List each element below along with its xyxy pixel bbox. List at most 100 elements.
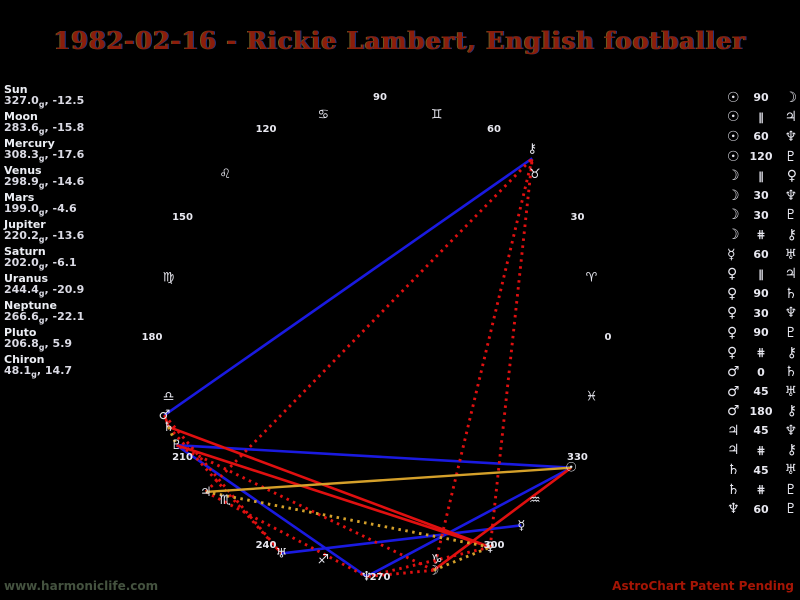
planet2-glyph-icon: ♇ [784,207,797,224]
aspect-value: 30 [753,208,769,222]
aspect-row: ♃ 45 ♆ [727,421,797,441]
aspect-value: ⋕ [756,346,766,360]
planet-positions-panel: Sun 327.0g, -12.5 Moon 283.6g, -15.8 Mercury… [4,84,84,381]
planet2-glyph-icon: ♃ [784,266,797,283]
planet2-glyph-icon: ♅ [784,246,797,263]
aspect-value: ∥ [758,110,764,124]
aspect-line-sun-moon [432,466,572,572]
planet-glyph-icon-neptune: ♆ [361,570,373,585]
planet-coordinates: 308.3g, -17.6 [4,148,85,164]
aspect-row: ♂ 45 ♅ [727,382,797,402]
zodiac-sign-icon-taurus: ♉ [529,167,541,182]
planet-coordinates: 327.0g, -12.5 [4,94,85,110]
planet1-glyph-icon: ☉ [727,89,740,106]
website-link[interactable]: www.harmoniclife.com [4,579,159,593]
tick-label-270: 270 [370,572,391,583]
planet-glyph-icon-moon: ☽ [428,563,440,578]
zodiac-sign-icon-sagittarius: ♐ [318,553,330,568]
planet-glyph-icon-mars: ♂ [159,408,171,423]
planet2-glyph-icon: ♆ [784,187,797,204]
planet-name: Mercury [4,137,55,150]
aspect-row: ☉ ∥ ♃ [727,108,797,128]
planet-coordinates: 283.6g, -15.8 [4,121,85,137]
zodiac-sign-icon-aries: ♈ [586,270,598,285]
aspect-value: 45 [753,385,769,399]
planet1-glyph-icon: ♀ [727,266,738,283]
zodiac-sign-icon-leo: ♌ [219,167,231,182]
aspect-row: ☉ 60 ♆ [727,127,797,147]
zodiac-sign-icon-scorpio: ♏ [219,493,231,508]
aspect-value: ∥ [758,267,764,281]
planet1-glyph-icon: ♂ [727,364,740,381]
planet1-glyph-icon: ♃ [727,422,740,439]
aspect-line-jupiter-neptune [205,490,368,578]
planet-coordinates: 266.6g, -22.1 [4,310,85,326]
tick-label-90: 90 [373,92,387,103]
planet-coordinates: 244.4g, -20.9 [4,283,85,299]
zodiac-sign-icon-libra: ♎ [163,390,175,405]
tick-label-0: 0 [605,332,612,343]
planet-glyph-icon-pluto: ♇ [171,438,183,453]
aspect-line-sun-neptune [365,466,572,578]
aspect-row: ♄ ⋕ ♇ [727,480,797,500]
aspect-value: 0 [757,365,765,379]
planet-name: Jupiter [4,218,46,231]
planet-name: Venus [4,164,42,177]
tick-label-30: 30 [570,212,584,223]
planet-coordinates: 199.0g, -4.6 [4,202,77,218]
planet2-glyph-icon: ♇ [784,148,797,165]
planet1-glyph-icon: ☽ [727,168,740,185]
aspect-row: ♂ 180 ⚷ [727,402,797,422]
planet1-glyph-icon: ♀ [727,285,738,302]
page-title: 1982-02-16 - Rickie Lambert, English foo… [53,26,747,55]
aspect-line-mars-chiron [163,157,534,417]
aspect-value: 90 [753,287,769,301]
planet-name: Sun [4,83,28,96]
aspect-line-venus-saturn [168,425,491,549]
planet2-glyph-icon: ♃ [784,109,797,126]
planet-coordinates: 48.1g, 14.7 [4,364,73,380]
planet2-glyph-icon: ♇ [784,501,797,518]
aspect-line-sun-pluto [176,443,572,470]
aspect-row: ♀ 30 ♆ [727,304,797,324]
aspect-row: ♂ 0 ♄ [727,362,797,382]
aspect-line-moon-pluto [175,443,435,572]
planet1-glyph-icon: ☉ [727,109,740,126]
tick-label-180: 180 [142,332,163,343]
aspect-row: ♀ 90 ♇ [727,323,797,343]
patent-pending-label: AstroChart Patent Pending [612,579,794,593]
tick-label-120: 120 [256,124,277,135]
planet2-glyph-icon: ⚷ [786,403,797,420]
aspect-line-moon-chiron [432,158,534,571]
aspect-line-moon-neptune [366,568,434,579]
planet-name: Chiron [4,353,45,366]
planet1-glyph-icon: ♂ [727,383,740,400]
planet-coordinates: 202.0g, -6.1 [4,256,77,272]
aspect-value: 90 [753,91,769,105]
planet1-glyph-icon: ♄ [727,462,740,479]
aspect-value: 60 [753,502,769,516]
aspect-value: 45 [753,424,769,438]
planet1-glyph-icon: ♃ [727,442,740,459]
aspect-line-jupiter-chiron [204,157,534,493]
planet-coordinates: 220.2g, -13.6 [4,229,85,245]
tick-label-60: 60 [487,124,501,135]
planet2-glyph-icon: ⚷ [786,226,797,243]
planet-coordinates: 206.8g, 5.9 [4,337,73,353]
planet1-glyph-icon: ♀ [727,344,738,361]
planet-name: Mars [4,191,35,204]
planet-name: Neptune [4,299,57,312]
aspect-line-mercury-uranus [281,524,522,555]
aspect-list-panel: ☉ 90 ☽ ☉ ∥ ♃ ☉ 60 ♆ ☉ 120 ♇ ☽ ∥ ♀ ☽ 30 ♆ ☽ 30 ♇ ☽ ⋕ ⚷ ☿ 60 ♅ ♀ ∥ ♃ ♀ 90… [727,88,797,519]
aspect-row: ☉ 90 ☽ [727,88,797,108]
aspect-row: ♄ 45 ♅ [727,460,797,480]
tick-label-330: 330 [567,452,588,463]
aspect-row: ☽ ⋕ ⚷ [727,225,797,245]
planet-glyph-icon-chiron: ⚷ [528,141,538,156]
planet1-glyph-icon: ♀ [727,324,738,341]
aspect-value: ⋕ [756,228,766,242]
zodiac-sign-icon-cancer: ♋ [318,107,330,122]
planet2-glyph-icon: ♆ [784,128,797,145]
planet1-glyph-icon: ☽ [727,187,740,204]
